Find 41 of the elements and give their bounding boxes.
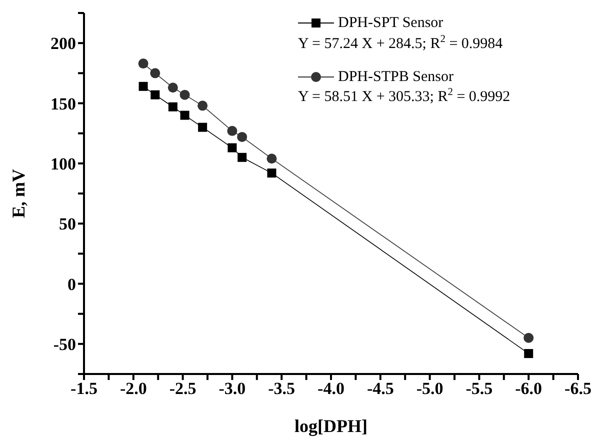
legend-label: DPH-SPT Sensor xyxy=(338,14,444,33)
legend-label: DPH-STPB Sensor xyxy=(338,68,454,86)
point xyxy=(168,82,178,93)
x-axis-title: log[DPH] xyxy=(294,416,368,436)
point xyxy=(198,100,208,111)
y-tick-label: 50 xyxy=(59,214,76,234)
point xyxy=(267,168,276,178)
annotation: Y = 57.24 X + 284.5; R$^{2}$ = 0.9984 xyxy=(298,34,503,52)
point xyxy=(238,152,247,162)
point xyxy=(138,58,148,69)
y-tick-label: 150 xyxy=(50,94,76,114)
x-tick-label: -1.5 xyxy=(70,379,98,398)
point xyxy=(180,110,190,120)
point xyxy=(150,90,160,100)
y-tick-label: -50 xyxy=(53,334,76,354)
x-tick-label: -6.0 xyxy=(515,379,542,398)
x-tick-label: -2.5 xyxy=(169,379,196,398)
x-tick-label: -3.0 xyxy=(218,379,246,398)
point xyxy=(150,68,160,78)
annotation: Y = 58.51 X + 305.33; R$^{2}$ = 0.9992 xyxy=(298,87,510,106)
point xyxy=(237,132,248,142)
x-tick-label: -4.0 xyxy=(318,379,344,398)
x-tick-label: -5.0 xyxy=(416,379,444,398)
point xyxy=(227,126,238,136)
point xyxy=(266,154,277,164)
y-axis-title: E, mV xyxy=(8,169,28,218)
y-tick-label: 100 xyxy=(50,154,76,174)
x-tick-label: -6.5 xyxy=(564,379,592,398)
point xyxy=(524,349,534,358)
x-tick-label: -2.0 xyxy=(120,379,147,398)
point xyxy=(138,82,148,91)
y-tick-label: 200 xyxy=(50,34,76,54)
x-tick-label: -5.5 xyxy=(466,379,493,398)
x-tick-label: -4.5 xyxy=(366,379,394,398)
y-tick-label: 0 xyxy=(68,274,76,294)
x-tick-label: -3.5 xyxy=(268,379,296,398)
point xyxy=(524,332,534,343)
point xyxy=(228,143,237,152)
point xyxy=(198,122,208,132)
point xyxy=(168,102,178,112)
point xyxy=(180,90,190,100)
